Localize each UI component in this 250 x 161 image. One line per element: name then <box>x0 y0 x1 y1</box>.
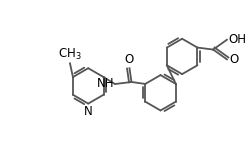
Text: CH$_3$: CH$_3$ <box>58 47 82 62</box>
Text: NH: NH <box>97 77 114 90</box>
Text: N: N <box>84 104 92 118</box>
Text: OH: OH <box>227 33 245 46</box>
Text: O: O <box>124 53 134 66</box>
Text: O: O <box>228 53 237 66</box>
